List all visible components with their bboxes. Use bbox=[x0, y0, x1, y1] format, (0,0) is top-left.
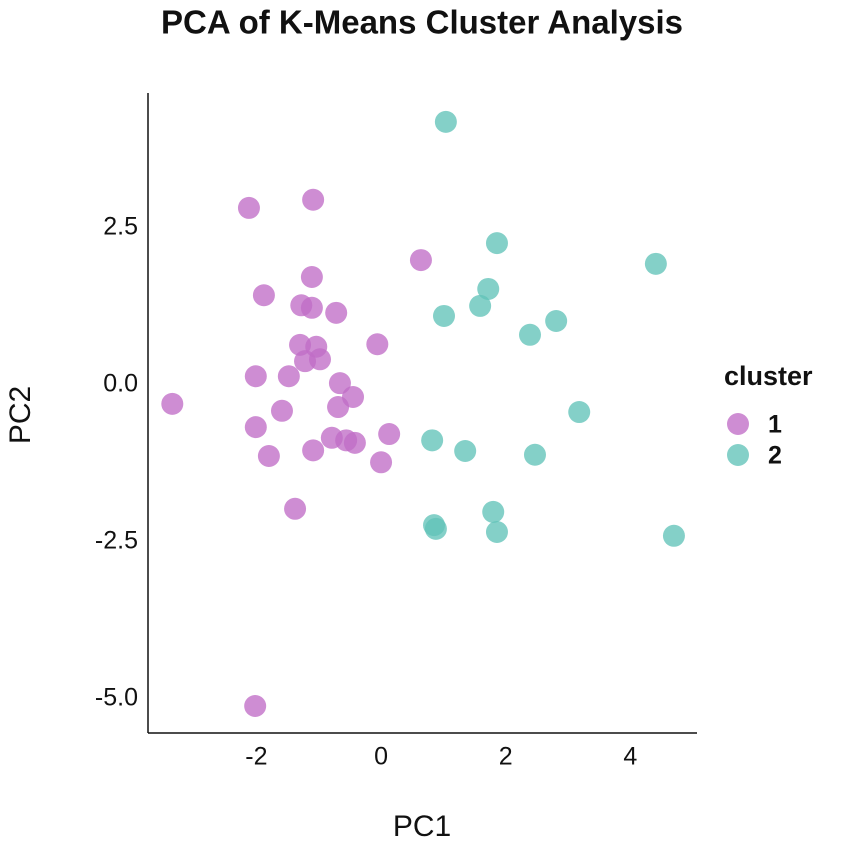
x-tick-label: 2 bbox=[499, 743, 513, 771]
y-tick-label: 0.0 bbox=[103, 370, 138, 398]
point bbox=[343, 431, 366, 454]
point bbox=[325, 301, 348, 324]
legend-label: 2 bbox=[768, 442, 782, 470]
point bbox=[366, 333, 389, 356]
x-tick-label: 4 bbox=[623, 743, 637, 771]
point bbox=[432, 304, 455, 327]
point bbox=[454, 439, 477, 462]
point bbox=[300, 296, 323, 319]
point bbox=[568, 401, 591, 424]
point bbox=[485, 232, 508, 255]
point bbox=[434, 110, 457, 133]
y-tick-label: 2.5 bbox=[103, 213, 138, 241]
x-axis-label: PC1 bbox=[393, 810, 451, 843]
chart-title: PCA of K-Means Cluster Analysis bbox=[161, 4, 683, 41]
point bbox=[244, 365, 267, 388]
point bbox=[161, 392, 184, 415]
y-tick-label: -2.5 bbox=[95, 527, 138, 555]
point bbox=[518, 323, 541, 346]
point bbox=[328, 372, 351, 395]
point bbox=[644, 252, 667, 275]
y-tick-label: -5.0 bbox=[95, 684, 138, 712]
point bbox=[662, 524, 685, 547]
point bbox=[252, 284, 275, 307]
point bbox=[308, 348, 331, 371]
point bbox=[485, 521, 508, 544]
legend-title: cluster bbox=[724, 361, 813, 391]
point bbox=[545, 309, 568, 332]
y-axis-label: PC2 bbox=[4, 386, 37, 444]
point bbox=[284, 497, 307, 520]
point bbox=[482, 500, 505, 523]
legend-label: 1 bbox=[768, 411, 782, 439]
point bbox=[302, 439, 325, 462]
point bbox=[237, 196, 260, 219]
point bbox=[469, 294, 492, 317]
point bbox=[257, 445, 280, 468]
point bbox=[244, 416, 267, 439]
point bbox=[342, 385, 365, 408]
point bbox=[421, 429, 444, 452]
legend-marker bbox=[727, 444, 749, 466]
point bbox=[424, 517, 447, 540]
point bbox=[244, 694, 267, 717]
point bbox=[378, 423, 401, 446]
point bbox=[409, 249, 432, 272]
legend-marker bbox=[727, 413, 749, 435]
point bbox=[270, 399, 293, 422]
point bbox=[523, 443, 546, 466]
point bbox=[370, 451, 393, 474]
x-tick-label: 0 bbox=[374, 743, 388, 771]
point bbox=[300, 266, 323, 289]
point bbox=[477, 277, 500, 300]
point bbox=[277, 365, 300, 388]
point bbox=[302, 188, 325, 211]
x-tick-label: -2 bbox=[245, 743, 267, 771]
